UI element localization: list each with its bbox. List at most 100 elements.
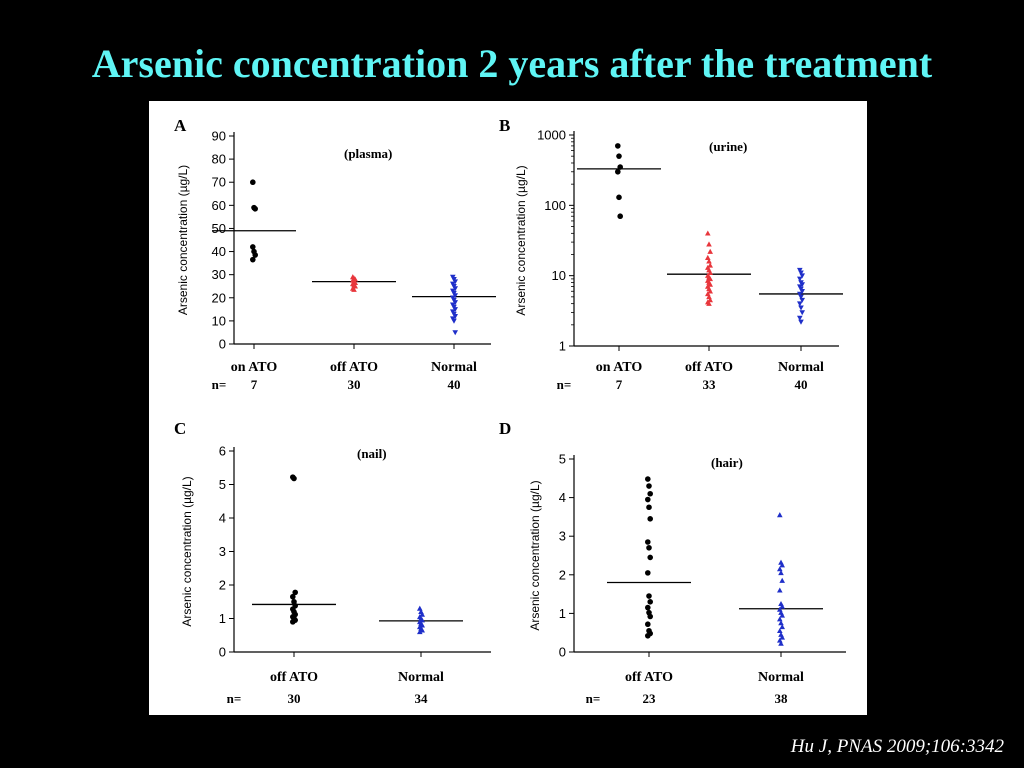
data-point (799, 289, 805, 295)
data-point (797, 301, 803, 307)
y-tick-label: 50 (212, 221, 226, 236)
y-tick-label: 80 (212, 152, 226, 167)
y-tick-label: 40 (212, 244, 226, 259)
category-label: on ATO (231, 360, 278, 375)
data-point (252, 206, 258, 212)
data-point (647, 516, 653, 522)
data-point (798, 294, 804, 300)
n-value: 30 (288, 691, 301, 706)
data-point (647, 599, 653, 605)
category-label: on ATO (596, 360, 643, 375)
data-point (798, 305, 804, 311)
data-point (646, 483, 652, 489)
data-point (777, 587, 783, 593)
data-point (617, 164, 623, 170)
n-value: 23 (643, 691, 657, 706)
data-point (646, 544, 652, 551)
data-point (799, 297, 805, 303)
y-tick-label: 4 (219, 511, 226, 526)
y-tick-label: 1000 (537, 128, 566, 143)
n-value: 40 (448, 377, 461, 392)
data-point (779, 612, 785, 618)
data-point (645, 621, 651, 628)
panel-subtitle: (hair) (711, 455, 743, 470)
data-point (290, 593, 296, 600)
data-point (616, 153, 622, 159)
data-point (351, 286, 357, 292)
n-value: 7 (251, 377, 258, 392)
category-label: off ATO (625, 670, 673, 685)
data-point (778, 640, 784, 646)
data-point (778, 620, 784, 626)
data-point (799, 310, 805, 316)
data-point (707, 288, 713, 294)
n-label: n= (586, 691, 601, 706)
y-tick-label: 100 (544, 198, 566, 213)
y-tick-label: 3 (559, 529, 566, 544)
data-point (452, 330, 458, 336)
category-label: off ATO (270, 670, 318, 685)
data-point (647, 490, 653, 497)
n-value: 30 (348, 377, 361, 392)
data-point (250, 179, 256, 186)
category-label: Normal (758, 670, 804, 685)
data-point (777, 512, 783, 518)
data-point (705, 254, 711, 260)
category-label: Normal (778, 360, 824, 375)
y-axis-label: Arsenic concentration (µg/L) (528, 480, 542, 630)
data-point (707, 262, 713, 268)
data-point (707, 269, 713, 275)
data-point (799, 273, 805, 279)
panel-b: B (urine) 1 10 100 1000 Arsenic concentration … (499, 116, 843, 392)
data-point (615, 143, 621, 149)
data-point (417, 605, 423, 611)
data-point (615, 168, 621, 175)
data-point (250, 256, 256, 263)
data-point (646, 504, 652, 511)
data-point (645, 476, 651, 482)
y-tick-label: 1 (559, 339, 566, 354)
n-value: 33 (703, 377, 717, 392)
panel-letter: C (174, 419, 186, 438)
y-tick-label: 70 (212, 175, 226, 190)
data-point (705, 230, 711, 236)
y-tick-label: 10 (552, 268, 566, 283)
data-point (291, 475, 297, 482)
panel-letter: D (499, 419, 511, 438)
data-point (798, 270, 804, 276)
y-tick-label: 5 (559, 452, 566, 467)
data-point (250, 244, 256, 250)
data-point (797, 315, 803, 321)
category-label: Normal (431, 360, 477, 375)
panel-letter: B (499, 116, 510, 135)
n-label: n= (212, 377, 227, 392)
panel-letter: A (174, 116, 187, 135)
data-point (292, 589, 298, 596)
data-point (252, 252, 258, 258)
data-point (290, 619, 296, 625)
data-point (798, 319, 804, 325)
y-tick-label: 20 (212, 290, 226, 305)
data-point (645, 632, 651, 639)
y-tick-label: 30 (212, 267, 226, 282)
y-tick-label: 10 (212, 313, 226, 328)
data-point (778, 570, 784, 576)
y-tick-label: 3 (219, 544, 226, 559)
figure-panel: A (plasma) 0 10 20 30 40 50 60 70 80 90 Arsenic conc… (149, 101, 867, 715)
n-value: 34 (415, 691, 429, 706)
citation: Hu J, PNAS 2009;106:3342 (790, 736, 1004, 757)
slide-title: Arsenic concentration 2 years after the … (91, 41, 933, 86)
data-point (706, 241, 712, 247)
data-point (647, 554, 653, 561)
y-tick-label: 1 (219, 611, 226, 626)
n-label: n= (227, 691, 242, 706)
data-point (797, 291, 803, 297)
panel-subtitle: (urine) (709, 139, 747, 154)
data-point (417, 629, 423, 635)
y-axis-label: Arsenic concentration (µg/L) (514, 165, 528, 315)
data-point (707, 248, 713, 254)
n-label: n= (557, 377, 572, 392)
n-value: 7 (616, 377, 623, 392)
y-tick-label: 0 (219, 645, 226, 660)
